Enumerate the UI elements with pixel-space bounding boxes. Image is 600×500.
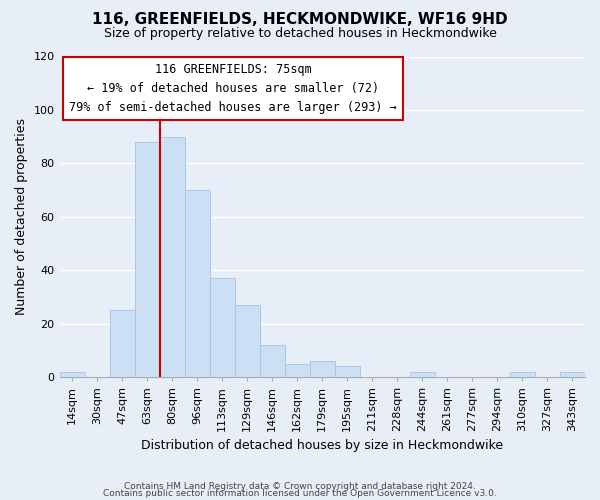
- Bar: [235, 305, 260, 377]
- Bar: [185, 190, 209, 377]
- Y-axis label: Number of detached properties: Number of detached properties: [15, 118, 28, 316]
- Bar: [160, 136, 185, 377]
- Bar: [260, 345, 285, 377]
- Bar: [209, 278, 235, 377]
- Bar: [59, 372, 85, 377]
- Bar: [410, 372, 435, 377]
- Text: Size of property relative to detached houses in Heckmondwike: Size of property relative to detached ho…: [104, 28, 496, 40]
- Bar: [285, 364, 310, 377]
- Text: 116, GREENFIELDS, HECKMONDWIKE, WF16 9HD: 116, GREENFIELDS, HECKMONDWIKE, WF16 9HD: [92, 12, 508, 28]
- Bar: [134, 142, 160, 377]
- Bar: [510, 372, 535, 377]
- Bar: [335, 366, 360, 377]
- Text: 116 GREENFIELDS: 75sqm
← 19% of detached houses are smaller (72)
79% of semi-det: 116 GREENFIELDS: 75sqm ← 19% of detached…: [69, 63, 397, 114]
- Bar: [560, 372, 585, 377]
- X-axis label: Distribution of detached houses by size in Heckmondwike: Distribution of detached houses by size …: [141, 440, 503, 452]
- Text: Contains HM Land Registry data © Crown copyright and database right 2024.: Contains HM Land Registry data © Crown c…: [124, 482, 476, 491]
- Bar: [110, 310, 134, 377]
- Text: Contains public sector information licensed under the Open Government Licence v3: Contains public sector information licen…: [103, 490, 497, 498]
- Bar: [310, 361, 335, 377]
